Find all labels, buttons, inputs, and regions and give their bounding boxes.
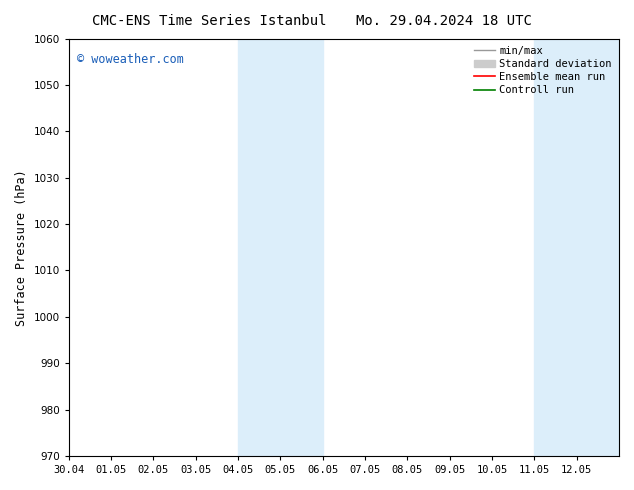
Text: CMC-ENS Time Series Istanbul: CMC-ENS Time Series Istanbul bbox=[92, 14, 327, 28]
Bar bbox=[238, 39, 280, 456]
Bar bbox=[534, 39, 577, 456]
Text: Mo. 29.04.2024 18 UTC: Mo. 29.04.2024 18 UTC bbox=[356, 14, 532, 28]
Bar bbox=[577, 39, 619, 456]
Y-axis label: Surface Pressure (hPa): Surface Pressure (hPa) bbox=[15, 169, 28, 326]
Legend: min/max, Standard deviation, Ensemble mean run, Controll run: min/max, Standard deviation, Ensemble me… bbox=[472, 44, 614, 98]
Text: © woweather.com: © woweather.com bbox=[77, 53, 184, 66]
Bar bbox=[280, 39, 323, 456]
